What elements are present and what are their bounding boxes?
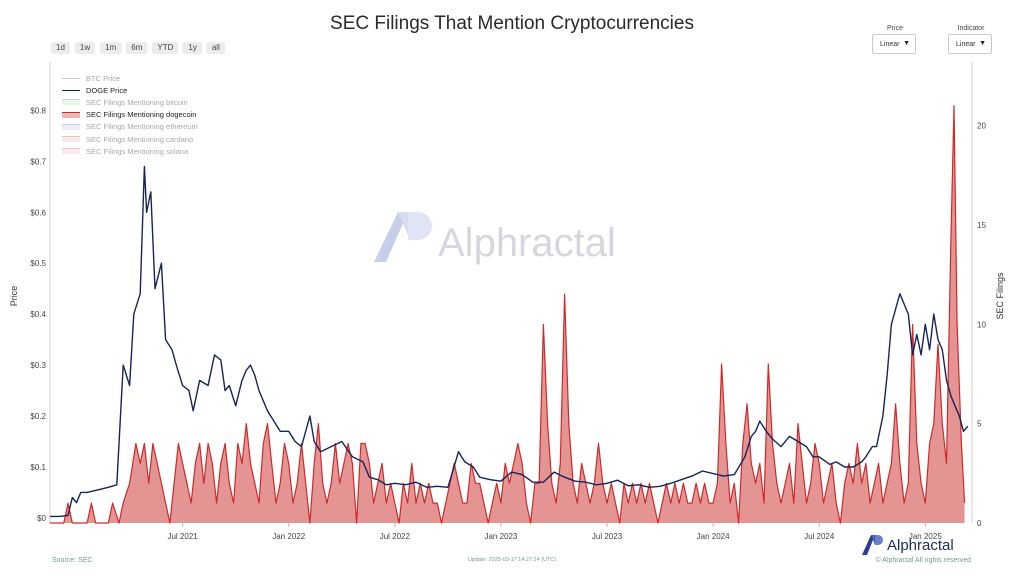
legend-swatch-icon xyxy=(62,77,80,79)
range-1d-button[interactable]: 1d xyxy=(51,42,70,54)
chevron-down-icon: ▼ xyxy=(979,40,986,47)
legend-label: BTC Price xyxy=(86,73,121,83)
legend-item[interactable]: SEC Filings Mentioning dogecoin xyxy=(62,109,198,121)
y-right-tick-label: 10 xyxy=(977,320,986,329)
watermark: Alphractal xyxy=(374,212,616,265)
legend-label: SEC Filings Mentioning ethereum xyxy=(86,122,198,132)
y-left-tick-label: $0.7 xyxy=(30,157,46,166)
alphractal-logo-icon xyxy=(374,212,432,262)
x-tick-label: Jan 2022 xyxy=(272,532,305,541)
brand-text: Alphractal xyxy=(887,536,954,554)
range-6m-button[interactable]: 6m xyxy=(126,42,148,54)
y-left-tick-label: $0.4 xyxy=(30,310,46,319)
y-right-tick-label: 20 xyxy=(977,122,986,131)
range-all-button[interactable]: all xyxy=(206,42,225,54)
legend-label: SEC Filings Mentioning cardano xyxy=(86,134,194,144)
y-right-tick-label: 0 xyxy=(977,519,982,528)
legend: BTC Price DOGE Price SEC Filings Mentionin… xyxy=(62,72,198,157)
x-tick-label: Jul 2022 xyxy=(380,532,411,541)
legend-label: SEC Filings Mentioning solana xyxy=(86,146,189,156)
legend-swatch-icon xyxy=(62,111,80,118)
x-tick-label: Jan 2025 xyxy=(909,532,942,541)
copyright-text: © Alphractal All rights reserved xyxy=(875,557,971,564)
x-tick-label: Jul 2021 xyxy=(167,532,198,541)
legend-label: SEC Filings Mentioning dogecoin xyxy=(86,110,197,120)
brand-logo[interactable]: Alphractal xyxy=(862,535,954,555)
legend-item[interactable]: SEC Filings Mentioning ethereum xyxy=(62,121,198,133)
legend-swatch-icon xyxy=(62,99,80,106)
range-1y-button[interactable]: 1y xyxy=(183,42,202,54)
dogecoin-filings-line xyxy=(50,105,966,524)
y-left-tick-label: $0.3 xyxy=(30,361,46,370)
y-left-tick-label: $0.1 xyxy=(30,463,46,472)
doge-price-line xyxy=(50,165,969,518)
y-left-tick-label: $0.2 xyxy=(30,412,46,421)
range-selector: 1d 1w 1m 6m YTD 1y all xyxy=(51,42,225,54)
update-timestamp: Update: 2025-03-17 14:27:14 (UTC) xyxy=(467,557,557,563)
legend-item[interactable]: SEC Filings Mentioning bitcoin xyxy=(62,96,198,108)
watermark-text: Alphractal xyxy=(438,221,616,265)
legend-item[interactable]: SEC Filings Mentioning solana xyxy=(62,145,198,157)
chevron-down-icon: ▼ xyxy=(903,40,910,47)
range-1m-button[interactable]: 1m xyxy=(100,42,122,54)
indicator-scale-value: Linear xyxy=(956,41,976,48)
legend-label: SEC Filings Mentioning bitcoin xyxy=(86,97,188,107)
price-scale-label: Price xyxy=(887,25,903,32)
range-ytd-button[interactable]: YTD xyxy=(152,42,179,54)
price-scale-value: Linear xyxy=(880,41,900,48)
y-left-tick-label: $0.6 xyxy=(30,208,46,217)
legend-swatch-icon xyxy=(62,123,80,130)
legend-item[interactable]: SEC Filings Mentioning cardano xyxy=(62,133,198,145)
indicator-scale-label: Indicator xyxy=(957,25,985,32)
x-tick-label: Jul 2024 xyxy=(804,532,835,541)
x-tick-label: Jan 2023 xyxy=(484,532,517,541)
dogecoin-filings-area xyxy=(50,105,965,523)
legend-swatch-icon xyxy=(62,89,80,91)
y-left-tick-label: $0.8 xyxy=(30,106,46,115)
legend-item[interactable]: BTC Price xyxy=(62,72,198,84)
legend-label: DOGE Price xyxy=(86,85,128,95)
legend-swatch-icon xyxy=(62,136,80,143)
y-right-tick-label: 5 xyxy=(977,420,982,429)
alphractal-logo-icon xyxy=(862,535,883,555)
range-1w-button[interactable]: 1w xyxy=(74,42,96,54)
chart-title: SEC Filings That Mention Cryptocurrencie… xyxy=(330,13,694,34)
legend-item[interactable]: DOGE Price xyxy=(62,84,198,96)
y-left-tick-label: $0.5 xyxy=(30,259,46,268)
y-left-tick-label: $0 xyxy=(37,514,46,523)
price-scale-select[interactable]: Linear ▼ xyxy=(872,34,916,54)
y-axis-left-label: Price xyxy=(9,286,19,307)
x-tick-label: Jul 2023 xyxy=(592,532,623,541)
legend-swatch-icon xyxy=(62,148,80,155)
source-text: Source: SEC xyxy=(52,557,93,564)
y-right-tick-label: 15 xyxy=(977,221,986,230)
x-tick-label: Jan 2024 xyxy=(697,532,730,541)
indicator-scale-select[interactable]: Linear ▼ xyxy=(948,34,992,54)
y-axis-right-label: SEC Filings xyxy=(995,272,1005,320)
